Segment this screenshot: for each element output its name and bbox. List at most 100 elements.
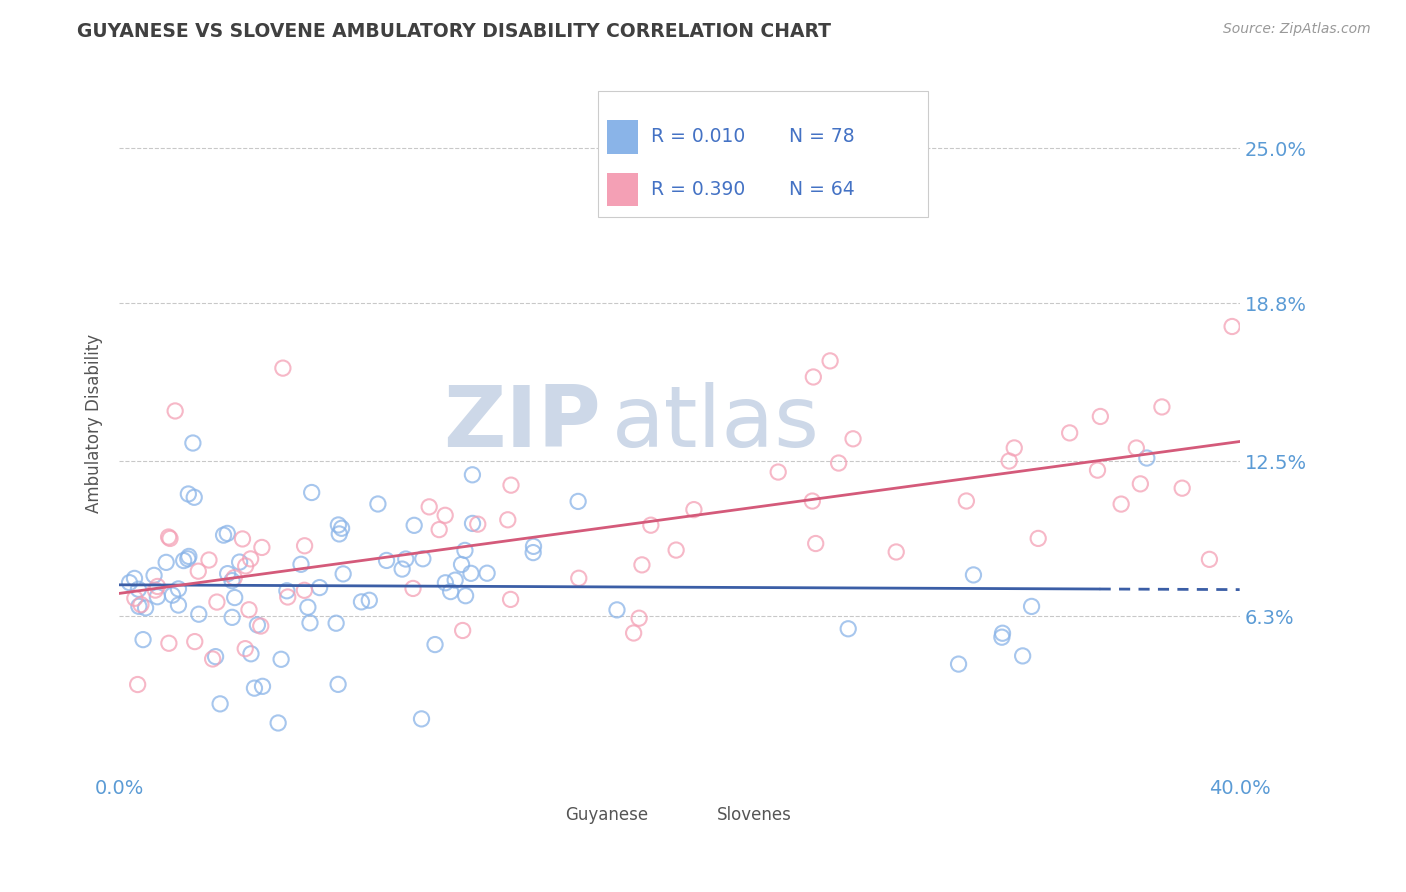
Point — [217, 566, 239, 581]
Point — [991, 630, 1014, 644]
Point — [451, 624, 474, 638]
Point — [1136, 450, 1159, 465]
Point — [157, 636, 180, 650]
Point — [1220, 319, 1243, 334]
Point — [177, 549, 200, 564]
Point — [496, 513, 519, 527]
Point — [167, 582, 190, 596]
Point — [628, 611, 651, 625]
Point — [955, 494, 977, 508]
Point — [440, 584, 463, 599]
Point — [1129, 476, 1152, 491]
Point — [128, 599, 150, 614]
Point — [143, 583, 166, 598]
Text: N = 64: N = 64 — [789, 180, 855, 199]
Point — [177, 551, 200, 566]
Point — [640, 518, 662, 533]
Point — [243, 681, 266, 695]
Bar — [606, 172, 638, 206]
Point — [204, 649, 226, 664]
Point — [238, 603, 260, 617]
Point — [434, 575, 457, 590]
Point — [1171, 481, 1194, 495]
Point — [475, 566, 498, 581]
FancyBboxPatch shape — [598, 90, 928, 217]
Point — [423, 638, 446, 652]
Point — [766, 465, 789, 479]
Point — [290, 558, 312, 572]
Point — [801, 370, 824, 384]
Point — [359, 593, 381, 607]
Point — [143, 568, 166, 582]
Point — [135, 600, 157, 615]
Point — [217, 526, 239, 541]
Point — [162, 588, 184, 602]
Point — [350, 595, 373, 609]
Point — [198, 553, 221, 567]
Point — [665, 543, 688, 558]
Point — [367, 497, 389, 511]
Point — [184, 634, 207, 648]
Point — [499, 478, 522, 492]
Point — [330, 521, 353, 535]
Point — [461, 467, 484, 482]
Point — [129, 598, 152, 612]
Point — [568, 571, 591, 585]
Point — [270, 652, 292, 666]
Point — [146, 590, 169, 604]
Point — [434, 508, 457, 523]
Point — [124, 591, 146, 606]
Point — [461, 516, 484, 531]
Point — [404, 518, 426, 533]
Point — [411, 712, 433, 726]
Point — [301, 485, 323, 500]
Point — [124, 571, 146, 585]
Point — [201, 652, 224, 666]
Point — [328, 518, 350, 533]
Point — [231, 532, 253, 546]
Point — [187, 564, 209, 578]
Point — [173, 553, 195, 567]
Point — [177, 487, 200, 501]
Point — [1002, 441, 1025, 455]
Text: ZIP: ZIP — [443, 382, 600, 465]
Point — [683, 502, 706, 516]
Point — [391, 562, 413, 576]
Bar — [668, 804, 706, 827]
Point — [297, 600, 319, 615]
Point — [298, 615, 321, 630]
Text: R = 0.390: R = 0.390 — [651, 180, 745, 199]
Point — [522, 540, 544, 554]
Point — [998, 454, 1021, 468]
Point — [132, 632, 155, 647]
Point — [181, 436, 204, 450]
Point — [962, 568, 984, 582]
Point — [228, 555, 250, 569]
Point — [606, 603, 628, 617]
Point — [267, 716, 290, 731]
Point — [499, 592, 522, 607]
Point — [1087, 463, 1109, 477]
Text: Source: ZipAtlas.com: Source: ZipAtlas.com — [1223, 22, 1371, 37]
Point — [454, 543, 477, 558]
Point — [1109, 497, 1132, 511]
Text: atlas: atlas — [612, 382, 820, 465]
Point — [292, 583, 315, 598]
Point — [412, 551, 434, 566]
Point — [395, 552, 418, 566]
Point — [276, 583, 298, 598]
Point — [308, 581, 330, 595]
Point — [427, 523, 450, 537]
Point — [1090, 409, 1112, 424]
Point — [159, 532, 181, 546]
Point — [467, 517, 489, 532]
Point — [801, 494, 824, 508]
Point — [294, 539, 316, 553]
Point — [631, 558, 654, 572]
Point — [522, 546, 544, 560]
Point — [205, 595, 228, 609]
Point — [328, 527, 350, 541]
Point — [183, 490, 205, 504]
Point — [818, 354, 841, 368]
Point — [1021, 599, 1043, 614]
